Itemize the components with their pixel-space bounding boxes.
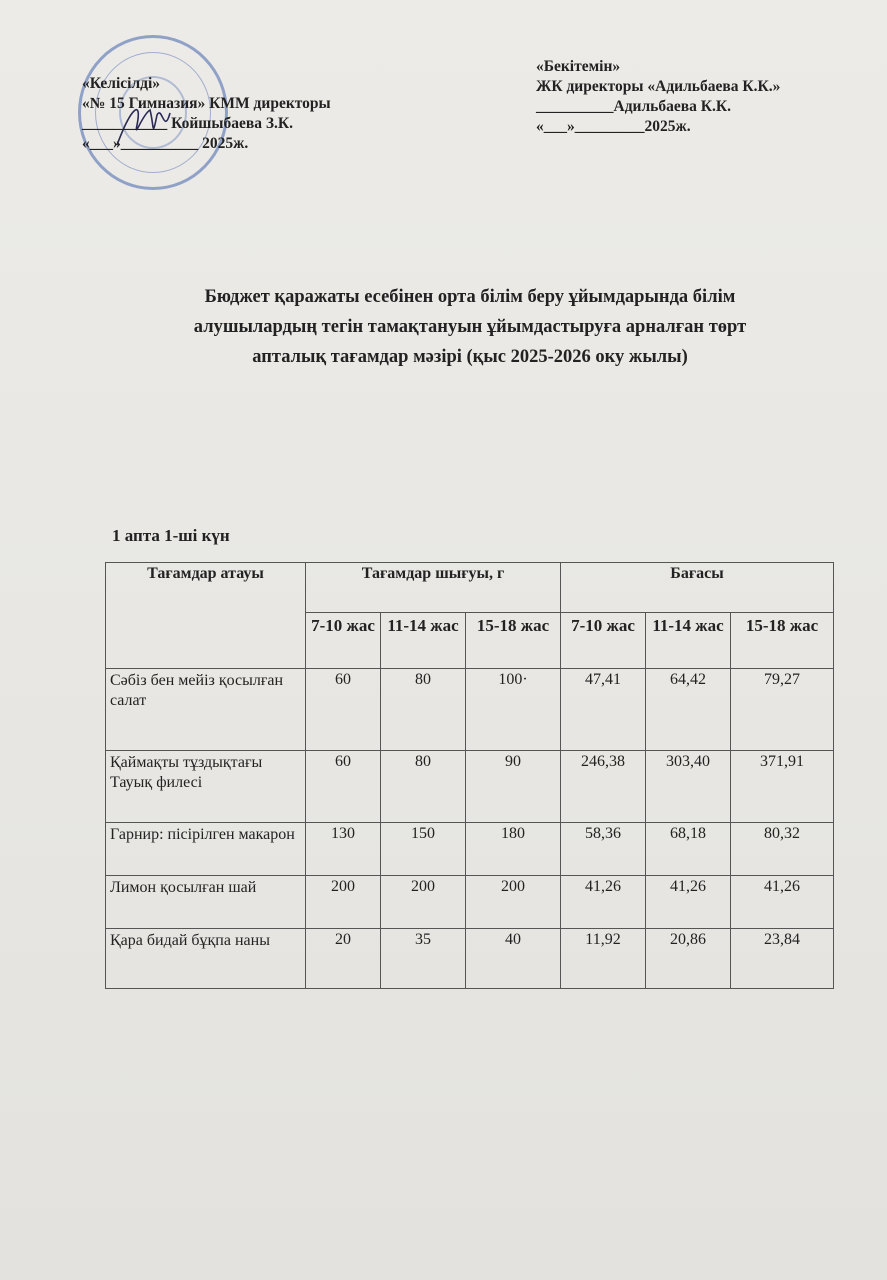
price-cell: 47,41: [560, 668, 646, 751]
approval-left-position: «№ 15 Гимназия» КММ директоры: [82, 95, 331, 112]
header-age-group: 15-18 жас: [465, 612, 561, 669]
price-cell: 303,40: [645, 750, 731, 823]
price-cell: 79,27: [730, 668, 834, 751]
price-cell: 68,18: [645, 822, 731, 876]
price-cell: 64,42: [645, 668, 731, 751]
document-title: Бюджет қаражаты есебінен орта білім беру…: [120, 282, 820, 372]
header-age-group: 7-10 жас: [560, 612, 646, 669]
price-cell: 41,26: [560, 875, 646, 929]
output-grams-cell: 200: [305, 875, 381, 929]
header-age-group: 15-18 жас: [730, 612, 834, 669]
price-cell: 41,26: [730, 875, 834, 929]
approval-left-date: «___»__________ 2025ж.: [82, 135, 249, 152]
output-grams-cell: 35: [380, 928, 466, 989]
output-grams-cell: 80: [380, 668, 466, 751]
table-row: Гарнир: пісірілген макарон 130 150 180 58,36…: [105, 822, 834, 876]
output-grams-cell: 40: [465, 928, 561, 989]
price-cell: 20,86: [645, 928, 731, 989]
price-cell: 246,38: [560, 750, 646, 823]
approval-right-date: «___»_________2025ж.: [536, 118, 691, 135]
menu-table: Тағамдар атауы Тағамдар шығуы, г Бағасы …: [105, 562, 834, 989]
approval-right-heading: «Бекітемін»: [536, 58, 621, 75]
output-grams-cell: 200: [380, 875, 466, 929]
price-cell: 41,26: [645, 875, 731, 929]
approval-right: «Бекітемін» ЖК директоры «Адильбаева К.К…: [536, 57, 780, 137]
dish-name: Қаймақты тұздықтағы Тауық филесі: [105, 750, 306, 823]
table-row: Қара бидай бұқпа наны 20 35 40 11,92 20,86 23,…: [105, 928, 834, 989]
price-cell: 80,32: [730, 822, 834, 876]
signature: [116, 108, 171, 146]
output-grams-cell: 100·: [465, 668, 561, 751]
output-grams-cell: 20: [305, 928, 381, 989]
output-grams-cell: 200: [465, 875, 561, 929]
output-grams-cell: 90: [465, 750, 561, 823]
title-line: алушылардың тегін тамақтануын ұйымдастыр…: [193, 317, 747, 337]
header-age-group: 11-14 жас: [380, 612, 466, 669]
title-line: апталық тағамдар мәзірі (қыс 2025-2026 о…: [252, 347, 688, 367]
approval-left-heading: «Келісілді»: [82, 75, 161, 92]
approval-left-name: ___________ Койшыбаева З.К.: [82, 115, 294, 132]
header-output: Тағамдар шығуы, г: [305, 562, 561, 613]
price-cell: 371,91: [730, 750, 834, 823]
header-price: Бағасы: [560, 562, 834, 613]
approval-right-name: __________Адильбаева К.К.: [536, 98, 731, 115]
output-grams-cell: 150: [380, 822, 466, 876]
price-cell: 58,36: [560, 822, 646, 876]
header-age-group: 7-10 жас: [305, 612, 381, 669]
output-grams-cell: 130: [305, 822, 381, 876]
dish-name: Сәбіз бен мейіз қосылған салат: [105, 668, 306, 751]
dish-name: Гарнир: пісірілген макарон: [105, 822, 306, 876]
approval-left: «Келісілді» «№ 15 Гимназия» КММ директор…: [82, 74, 331, 154]
dish-name: Лимон қосылған шай: [105, 875, 306, 929]
header-age-group: 11-14 жас: [645, 612, 731, 669]
output-grams-cell: 80: [380, 750, 466, 823]
table-row: Сәбіз бен мейіз қосылған салат 60 80 100· 47…: [105, 668, 834, 751]
price-cell: 23,84: [730, 928, 834, 989]
output-grams-cell: 60: [305, 668, 381, 751]
dish-name: Қара бидай бұқпа наны: [105, 928, 306, 989]
table-row: Лимон қосылған шай 200 200 200 41,26 41,26 41,…: [105, 875, 834, 929]
header-dish-name: Тағамдар атауы: [105, 562, 306, 669]
output-grams-cell: 60: [305, 750, 381, 823]
table-row: Қаймақты тұздықтағы Тауық филесі 60 80 90 24…: [105, 750, 834, 823]
title-line: Бюджет қаражаты есебінен орта білім беру…: [204, 287, 736, 307]
price-cell: 11,92: [560, 928, 646, 989]
output-grams-cell: 180: [465, 822, 561, 876]
day-label: 1 апта 1-ші күн: [112, 526, 230, 545]
approval-right-position: ЖК директоры «Адильбаева К.К.»: [536, 78, 781, 95]
official-stamp: [78, 35, 228, 190]
